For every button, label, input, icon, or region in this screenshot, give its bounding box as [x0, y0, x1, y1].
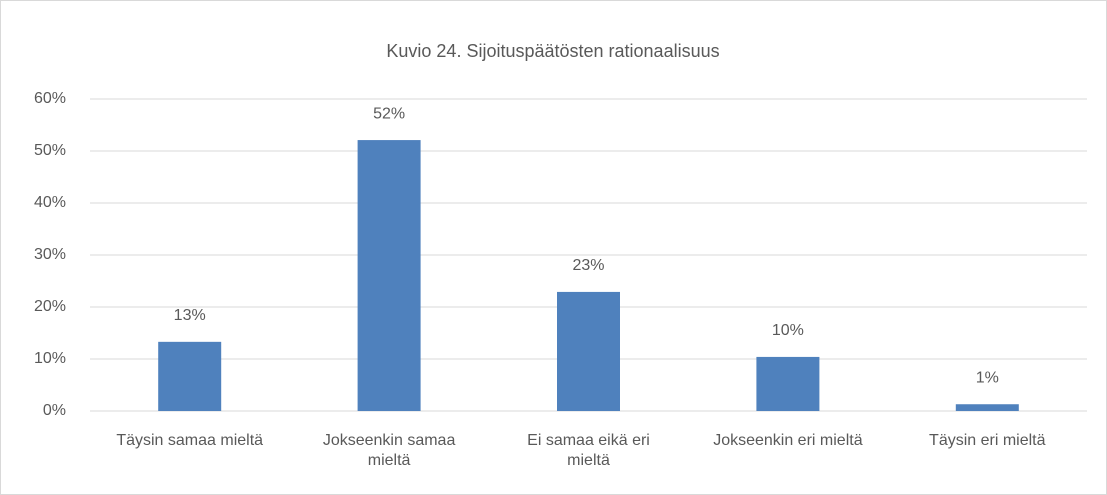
data-label: 23% [572, 257, 604, 274]
x-tick-label: Täysin samaa mieltä [116, 432, 264, 449]
y-tick-label: 60% [34, 90, 66, 107]
data-label: 13% [174, 307, 206, 324]
bar [557, 291, 620, 411]
data-label: 52% [373, 105, 405, 122]
y-tick-label: 0% [43, 402, 66, 419]
y-tick-label: 20% [34, 298, 66, 315]
x-tick-label: Täysin eri mieltä [929, 432, 1046, 449]
data-label: 10% [772, 322, 804, 339]
x-tick-label: Jokseenkin samaa mieltä [322, 432, 456, 469]
bar [955, 404, 1019, 411]
bar [158, 341, 222, 411]
y-tick-label: 40% [34, 194, 66, 211]
y-tick-label: 50% [34, 142, 66, 159]
x-tick-label: Jokseenkin eri mieltä [713, 432, 863, 449]
bar [357, 140, 421, 411]
data-label: 1% [976, 369, 999, 386]
chart-title: Kuvio 24. Sijoituspäätösten rationaalisu… [386, 41, 719, 61]
x-tick-label: Ei samaa eikä eri mieltä [527, 432, 650, 469]
y-tick-label: 10% [34, 350, 66, 367]
bar [756, 356, 820, 411]
y-tick-label: 30% [34, 246, 66, 263]
